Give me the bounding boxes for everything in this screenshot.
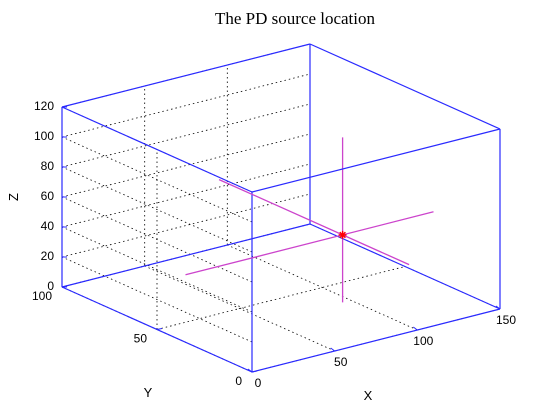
x-tick-label: 0 xyxy=(255,376,262,390)
box-edge xyxy=(251,308,501,373)
box-edge xyxy=(251,128,501,193)
x-tick-label: 50 xyxy=(334,355,348,369)
x-tick xyxy=(495,305,501,310)
y-tick-label: 50 xyxy=(134,332,148,346)
grid-line xyxy=(61,226,253,313)
z-tick-label: 40 xyxy=(41,219,55,233)
y-tick xyxy=(61,285,68,288)
grid-line xyxy=(61,163,311,228)
x-tick xyxy=(412,326,418,331)
grid-line xyxy=(156,266,406,330)
z-tick-label: 20 xyxy=(41,249,55,263)
y-tick xyxy=(156,328,163,330)
box-edge xyxy=(61,106,253,193)
grid-line xyxy=(61,133,311,198)
z-tick-label: 60 xyxy=(41,189,55,203)
z-tick-label: 0 xyxy=(47,279,54,293)
z-tick-label: 120 xyxy=(34,99,54,113)
series-line xyxy=(218,179,410,266)
grid-line xyxy=(227,244,418,331)
x-tick xyxy=(247,368,253,373)
grid-line xyxy=(61,256,253,343)
y-tick-label: 0 xyxy=(235,374,242,388)
x-axis-label: X xyxy=(364,388,373,403)
series-lines xyxy=(185,137,434,303)
z-tick-label: 100 xyxy=(34,129,54,143)
source-marker xyxy=(338,230,347,239)
z-tick-label: 80 xyxy=(41,159,55,173)
marker-stroke xyxy=(339,231,346,239)
y-tick xyxy=(251,370,258,373)
tick-labels: 0 20 40 60 80 100 120 0 50 100 150 0 50 100 xyxy=(32,99,516,390)
y-axis-label: Y xyxy=(144,385,153,400)
grid-line xyxy=(144,265,335,352)
grid-line xyxy=(61,166,253,253)
box-edge xyxy=(61,43,311,108)
box-edge xyxy=(309,223,501,310)
grid-line xyxy=(61,136,253,223)
z-axis-label: Z xyxy=(6,193,21,201)
box-edge xyxy=(309,43,501,130)
x-tick xyxy=(330,347,336,352)
grid-line xyxy=(61,196,253,283)
series-line xyxy=(185,211,434,276)
chart-title: The PD source location xyxy=(215,9,376,28)
x-tick-label: 100 xyxy=(413,334,433,348)
grid-line xyxy=(61,103,311,168)
grid-line xyxy=(61,73,311,138)
y-tick-label: 100 xyxy=(32,289,52,303)
box-edge xyxy=(61,223,311,288)
box-front-edges xyxy=(61,43,501,309)
x-tick-label: 150 xyxy=(496,313,516,327)
